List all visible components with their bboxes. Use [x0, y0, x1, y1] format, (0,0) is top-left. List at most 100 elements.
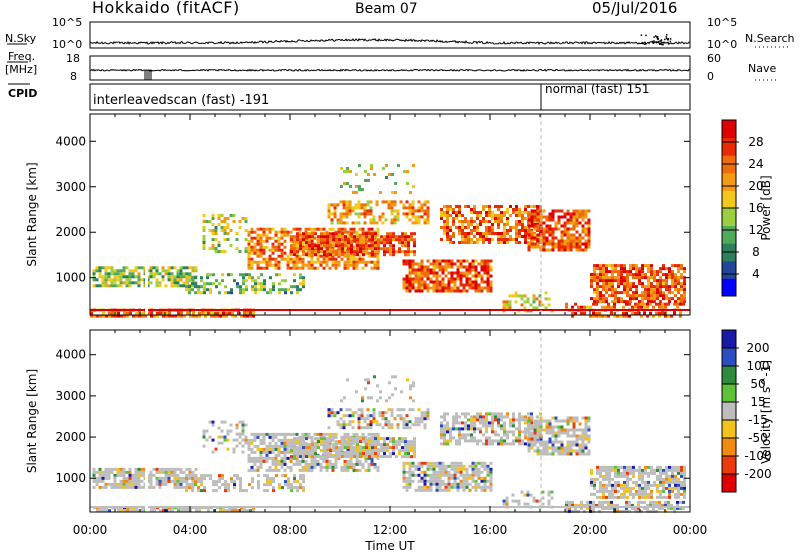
echo-cell: [338, 235, 341, 239]
echo-cell: [524, 418, 527, 422]
echo-cell: [443, 439, 446, 443]
echo-cell: [480, 461, 484, 465]
echo-cell: [620, 483, 623, 487]
echo-cell: [473, 421, 476, 425]
echo-cell: [536, 212, 540, 216]
echo-cell: [299, 273, 302, 277]
echo-cell: [274, 245, 278, 249]
echo-cell: [435, 277, 439, 281]
echo-cell: [247, 263, 251, 267]
near-range-echo: [446, 309, 448, 311]
echo-cell: [247, 441, 251, 445]
echo-cell: [140, 467, 144, 471]
echo-cell: [614, 489, 617, 493]
echo-cell: [269, 480, 272, 484]
echo-cell: [656, 285, 659, 289]
echo-cell: [659, 288, 662, 292]
echo-cell: [584, 425, 588, 429]
near-range-echo: [358, 309, 360, 311]
echo-cell: [371, 253, 374, 257]
echo-cell: [310, 257, 314, 261]
echo-cell: [611, 294, 614, 298]
echo-cell: [140, 479, 144, 483]
echo-cell: [426, 461, 430, 465]
echo-cell: [404, 437, 407, 441]
echo-cell: [586, 305, 589, 309]
echo-cell: [283, 450, 287, 454]
echo-cell: [634, 311, 637, 315]
echo-cell: [167, 266, 171, 270]
echo-cell: [608, 483, 611, 487]
echo-cell: [459, 482, 463, 486]
echo-cell: [314, 253, 317, 257]
echo-cell: [374, 241, 377, 245]
echo-cell: [527, 227, 531, 231]
near-range-echo: [392, 309, 394, 311]
echo-cell: [287, 483, 290, 487]
echo-cell: [447, 277, 451, 281]
echo-cell: [443, 442, 446, 446]
echo-cell: [483, 461, 487, 465]
echo-cell: [452, 211, 455, 214]
echo-cell: [260, 282, 263, 286]
echo-cell: [467, 238, 470, 241]
echo-cell: [602, 468, 605, 472]
echo-cell: [408, 259, 412, 263]
echo-cell: [623, 282, 626, 286]
echo-cell: [259, 254, 263, 258]
echo-cell: [387, 426, 391, 430]
echo-cell: [251, 480, 254, 484]
echo-cell: [581, 443, 585, 447]
echo-cell: [435, 259, 439, 263]
echo-cell: [623, 300, 626, 304]
echo-cell: [438, 265, 442, 269]
echo-cell: [411, 423, 415, 427]
echo-cell: [474, 280, 478, 284]
echo-cell: [530, 236, 534, 240]
echo-cell: [467, 223, 470, 226]
echo-cell: [122, 482, 126, 486]
echo-cell: [311, 235, 314, 239]
echo-cell: [575, 221, 579, 225]
echo-cell: [653, 276, 656, 280]
echo-cell: [128, 272, 132, 276]
echo-cell: [566, 233, 570, 237]
near-range-echo: [494, 309, 496, 311]
echo-cell: [505, 306, 509, 310]
echo-cell: [593, 273, 596, 277]
echo-cell: [405, 488, 409, 492]
echo-cell: [584, 434, 588, 438]
echo-cell: [268, 450, 272, 454]
echo-cell: [542, 245, 546, 249]
echo-cell: [554, 446, 558, 450]
echo-cell: [523, 300, 527, 304]
echo-cell: [283, 251, 287, 255]
echo-cell: [611, 483, 614, 487]
echo-cell: [232, 438, 236, 442]
echo-cell: [92, 473, 96, 477]
echo-cell: [631, 305, 634, 309]
echo-cell: [532, 300, 536, 304]
echo-cell: [107, 278, 111, 282]
near-range-echo: [400, 309, 402, 311]
echo-cell: [539, 230, 543, 234]
echo-cell: [191, 269, 195, 273]
echo-cell: [464, 433, 467, 437]
echo-cell: [356, 250, 359, 254]
echo-cell: [141, 509, 144, 513]
echo-cell: [299, 241, 302, 245]
echo-cell: [392, 235, 395, 239]
echo-cell: [638, 273, 641, 277]
echo-cell: [364, 179, 367, 182]
echo-cell: [607, 314, 610, 318]
echo-cell: [330, 408, 334, 412]
echo-cell: [313, 462, 317, 466]
echo-cell: [614, 300, 617, 304]
near-range-echo: [310, 309, 312, 311]
echo-cell: [518, 211, 521, 214]
echo-cell: [566, 221, 570, 225]
echo-cell: [335, 253, 338, 257]
echo-cell: [590, 282, 593, 286]
echo-cell: [677, 291, 680, 295]
echo-cell: [449, 229, 452, 232]
